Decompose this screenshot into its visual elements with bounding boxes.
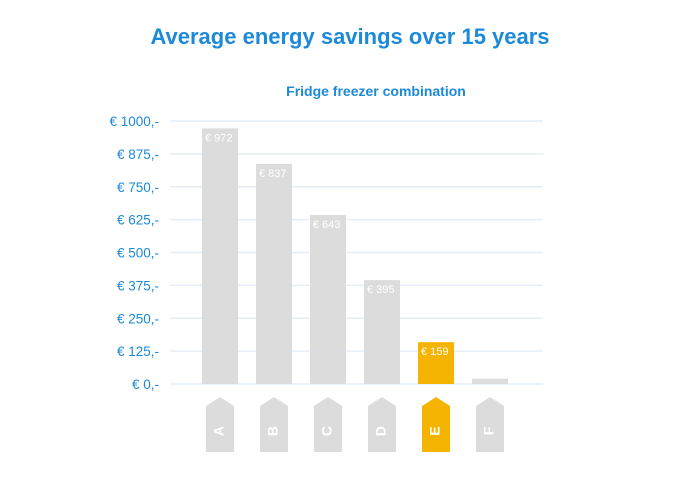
y-tick-label: € 125,- bbox=[117, 344, 159, 359]
energy-class-tag-f bbox=[476, 397, 504, 452]
bar-value-label: € 643 bbox=[313, 219, 341, 231]
bar-b bbox=[256, 163, 292, 384]
bar-value-label: € 395 bbox=[367, 284, 395, 296]
energy-class-label: B bbox=[265, 426, 281, 436]
y-tick-label: € 625,- bbox=[117, 213, 159, 228]
bar-f bbox=[472, 378, 508, 384]
energy-class-tag-b bbox=[260, 397, 288, 452]
y-tick-label: € 0,- bbox=[132, 377, 159, 392]
y-tick-label: € 250,- bbox=[117, 311, 159, 326]
y-tick-label: € 375,- bbox=[117, 278, 159, 293]
y-tick-label: € 500,- bbox=[117, 246, 159, 261]
energy-class-label: E bbox=[427, 426, 443, 435]
y-tick-label: € 875,- bbox=[117, 147, 159, 162]
bar-value-label: € 837 bbox=[259, 168, 287, 180]
energy-class-label: A bbox=[211, 426, 227, 436]
energy-class-tag-d bbox=[368, 397, 396, 452]
bar-value-label: € 972 bbox=[205, 132, 233, 144]
bar-d bbox=[364, 280, 400, 384]
energy-class-label: C bbox=[319, 426, 335, 436]
energy-class-tag-c bbox=[314, 397, 342, 452]
energy-class-tag-a bbox=[206, 397, 234, 452]
bar-a bbox=[202, 128, 238, 384]
energy-class-tag-e bbox=[422, 397, 450, 452]
chart-subtitle: Fridge freezer combination bbox=[286, 83, 466, 99]
y-tick-label: € 750,- bbox=[117, 180, 159, 195]
bar-value-label: € 159 bbox=[421, 346, 449, 358]
chart-title: Average energy savings over 15 years bbox=[150, 24, 550, 49]
energy-class-label: F bbox=[481, 426, 497, 435]
y-tick-label: € 1000,- bbox=[109, 114, 159, 129]
bar-e bbox=[418, 342, 454, 384]
bar-c bbox=[310, 214, 346, 384]
energy-class-label: D bbox=[373, 426, 389, 436]
